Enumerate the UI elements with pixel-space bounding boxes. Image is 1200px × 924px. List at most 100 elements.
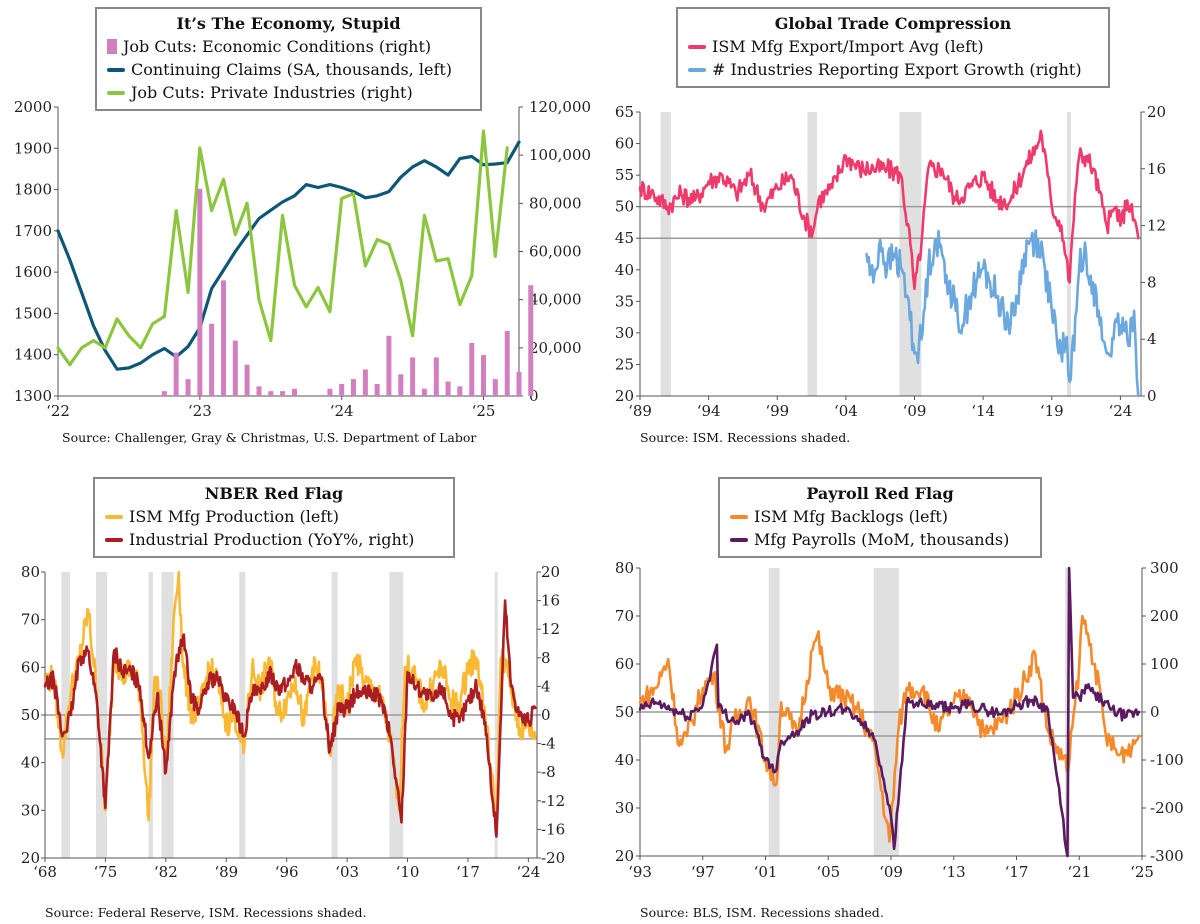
left-tick-label: 60 bbox=[615, 655, 634, 673]
legend-payroll: Payroll Red Flag ISM Mfg Backlogs (left)… bbox=[718, 477, 1042, 558]
legend-item: Job Cuts: Economic Conditions (right) bbox=[107, 35, 470, 58]
source-note: Source: Federal Reserve, ISM. Recessions… bbox=[45, 905, 367, 920]
x-tick-label: ‘22 bbox=[46, 402, 70, 420]
bar bbox=[516, 371, 522, 396]
bar bbox=[492, 379, 498, 396]
bar bbox=[291, 388, 297, 396]
right-tick-label: 40,000 bbox=[529, 291, 582, 309]
left-tick-label: 1800 bbox=[14, 181, 52, 199]
legend-item: ISM Mfg Export/Import Avg (left) bbox=[688, 35, 1098, 58]
legend-item: Continuing Claims (SA, thousands, left) bbox=[107, 58, 470, 81]
legend-label: Job Cuts: Private Industries (right) bbox=[131, 83, 413, 102]
x-tick-label: ‘97 bbox=[691, 863, 715, 881]
legend-swatch bbox=[730, 514, 748, 519]
chart-panel-trade: 20 25 30 35 40 45 50 55 60 65 0 4 8 12 16 20 ‘89 ‘94 ‘99 ‘0… bbox=[600, 0, 1200, 462]
left-tick-label: 50 bbox=[615, 703, 634, 721]
series-line bbox=[56, 129, 509, 367]
x-tick-label: ‘89 bbox=[214, 863, 238, 881]
left-tick-label: 1500 bbox=[14, 304, 52, 322]
bar bbox=[410, 357, 416, 396]
x-tick-label: ‘21 bbox=[1067, 863, 1091, 881]
series-line bbox=[638, 566, 1141, 858]
chart-panel-payroll: 20 30 40 50 60 70 80 -300 -200 -100 0 100 200 300 ‘93 ‘… bbox=[600, 462, 1200, 924]
left-tick-label: 20 bbox=[615, 847, 634, 865]
bar bbox=[161, 391, 167, 396]
bar bbox=[221, 280, 227, 396]
bar bbox=[398, 374, 404, 396]
right-tick-label: 20 bbox=[1147, 103, 1166, 121]
left-tick-label: 80 bbox=[615, 559, 634, 577]
legend-swatch bbox=[730, 537, 748, 542]
x-tick-label: ‘09 bbox=[903, 402, 927, 420]
left-tick-label: 2000 bbox=[14, 98, 52, 116]
x-tick-label: ‘24 bbox=[330, 402, 354, 420]
x-tick-label: ‘03 bbox=[335, 863, 359, 881]
legend-label: Job Cuts: Economic Conditions (right) bbox=[123, 37, 432, 56]
legend-swatch bbox=[105, 537, 123, 542]
legend-item: Industrial Production (YoY%, right) bbox=[105, 528, 443, 551]
source-note: Source: ISM. Recessions shaded. bbox=[640, 430, 851, 445]
legend-label: ISM Mfg Export/Import Avg (left) bbox=[712, 37, 984, 56]
series-line bbox=[43, 570, 537, 830]
right-tick-label: -200 bbox=[1150, 799, 1184, 817]
left-tick-label: 30 bbox=[615, 799, 634, 817]
bar bbox=[256, 386, 262, 396]
series-line bbox=[638, 614, 1141, 843]
legend-swatch bbox=[105, 514, 123, 519]
left-tick-label: 70 bbox=[21, 611, 40, 629]
right-tick-label: -20 bbox=[541, 849, 565, 867]
x-tick-label: ‘94 bbox=[697, 402, 721, 420]
x-tick-label: ‘82 bbox=[154, 863, 178, 881]
bar bbox=[445, 381, 451, 396]
x-tick-label: ‘25 bbox=[1130, 863, 1154, 881]
bar bbox=[327, 388, 333, 396]
right-tick-label: 8 bbox=[1147, 273, 1157, 291]
x-tick-label: ‘89 bbox=[628, 402, 652, 420]
bar bbox=[374, 383, 380, 396]
x-tick-label: ‘75 bbox=[93, 863, 117, 881]
right-tick-label: 300 bbox=[1150, 559, 1179, 577]
chart-title: NBER Red Flag bbox=[204, 484, 344, 503]
right-tick-label: 100,000 bbox=[529, 146, 591, 164]
legend-item: ISM Mfg Production (left) bbox=[105, 505, 443, 528]
legend-nber: NBER Red Flag ISM Mfg Production (left) … bbox=[93, 477, 455, 558]
bar bbox=[209, 323, 215, 396]
series-line bbox=[56, 140, 521, 371]
x-tick-label: ‘17 bbox=[1005, 863, 1029, 881]
bar bbox=[350, 379, 356, 396]
series-line bbox=[43, 599, 537, 838]
source-note: Source: Challenger, Gray & Christmas, U.… bbox=[62, 430, 477, 445]
x-tick-label: ‘23 bbox=[188, 402, 212, 420]
bar bbox=[469, 343, 475, 396]
bar bbox=[433, 357, 439, 396]
chart-panel-economy: 1300 1400 1500 1600 1700 1800 1900 2000 0 20,000 4… bbox=[0, 0, 600, 462]
right-tick-label: 12 bbox=[541, 620, 560, 638]
right-tick-label: 4 bbox=[541, 677, 551, 695]
right-tick-label: 0 bbox=[1147, 387, 1157, 405]
right-tick-label: 4 bbox=[1147, 330, 1157, 348]
right-tick-label: 20,000 bbox=[529, 339, 582, 357]
bar bbox=[362, 369, 368, 396]
bar bbox=[528, 285, 534, 396]
right-tick-label: 16 bbox=[1147, 160, 1166, 178]
left-tick-label: 1700 bbox=[14, 222, 52, 240]
bar bbox=[173, 352, 179, 396]
bar bbox=[386, 335, 392, 396]
bar bbox=[280, 391, 286, 396]
legend-item: ISM Mfg Backlogs (left) bbox=[730, 505, 1030, 528]
right-tick-label: 200 bbox=[1150, 607, 1179, 625]
chart-panel-nber: 20 30 40 50 60 70 80 -20 -16 -12 -8 -4 0 4 8 12 16 20 ‘68 ‘… bbox=[0, 462, 600, 924]
chart-title: It’s The Economy, Stupid bbox=[176, 14, 401, 33]
legend-swatch bbox=[107, 90, 125, 95]
recession-band bbox=[899, 112, 922, 396]
right-tick-label: 0 bbox=[1150, 703, 1160, 721]
left-tick-label: 1400 bbox=[14, 346, 52, 364]
x-tick-label: ‘04 bbox=[834, 402, 858, 420]
right-tick-label: -100 bbox=[1150, 751, 1184, 769]
x-tick-label: ‘13 bbox=[942, 863, 966, 881]
left-tick-label: 40 bbox=[615, 261, 634, 279]
bar bbox=[232, 340, 238, 396]
left-tick-label: 60 bbox=[21, 658, 40, 676]
